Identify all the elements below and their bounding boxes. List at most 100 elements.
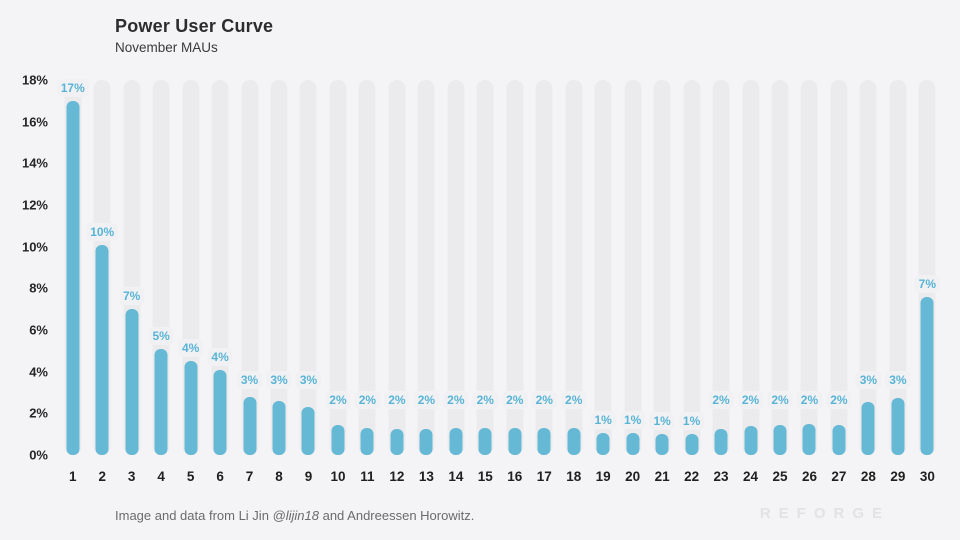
bar-track: [653, 80, 671, 455]
x-axis-tick: 26: [801, 469, 817, 484]
bar-value-label: 2%: [354, 391, 381, 410]
x-axis-tick: 13: [418, 469, 434, 484]
bar-track: [358, 80, 376, 455]
bar-column: 5% 4: [146, 80, 175, 484]
bar-value-label: 3%: [885, 370, 911, 389]
x-axis-tick: 3: [127, 469, 136, 484]
credit-handle: @lijin18: [272, 508, 319, 523]
bar: [478, 427, 492, 455]
x-axis-tick: 24: [743, 469, 759, 484]
bar-value-label: 2%: [561, 391, 587, 410]
credit-line: Image and data from Li Jin @lijin18 and …: [115, 508, 474, 523]
bar-value-label: 1%: [678, 412, 705, 431]
bar-track: [683, 80, 701, 455]
chart-subtitle: November MAUs: [115, 40, 218, 55]
bar: [331, 424, 345, 455]
bar: [773, 424, 787, 455]
bar: [596, 433, 610, 455]
bar-value-label: 3%: [855, 370, 882, 389]
bar-track: [329, 80, 347, 455]
y-axis-tick: 10%: [21, 239, 48, 255]
bar-value-label: 2%: [443, 391, 469, 410]
x-axis-tick: 23: [713, 469, 729, 484]
bar: [685, 434, 699, 455]
x-axis-tick: 17: [536, 469, 552, 484]
bar-column: 2% 11: [353, 80, 382, 484]
bar: [449, 427, 463, 455]
bar-column: 3% 28: [854, 80, 883, 484]
bar-column: 2% 17: [530, 80, 559, 484]
bar-track: [270, 80, 288, 455]
bar-track: [241, 80, 259, 455]
bar-value-label: 2%: [502, 391, 528, 410]
bar-column: 2% 26: [795, 80, 824, 484]
bar: [714, 428, 728, 455]
bar-value-label: 2%: [413, 391, 440, 410]
bar-column: 7% 3: [117, 80, 146, 484]
x-axis-tick: 10: [330, 469, 346, 484]
bar: [184, 361, 198, 455]
bar-column: 2% 23: [706, 80, 735, 484]
bar-value-label: 1%: [590, 411, 616, 430]
bar-track: [889, 80, 907, 455]
bar-column: 1% 19: [588, 80, 617, 484]
bar: [744, 425, 758, 455]
bar: [861, 401, 875, 455]
bar-column: 2% 27: [824, 80, 853, 484]
x-axis-tick: 28: [860, 469, 876, 484]
bar-column: 2% 10: [323, 80, 352, 484]
chart-title: Power User Curve: [115, 16, 274, 36]
bar: [125, 309, 139, 455]
bar-column: 1% 21: [647, 80, 676, 484]
bar: [508, 427, 522, 455]
bar-track: [742, 80, 760, 455]
bar: [360, 427, 374, 455]
bar-value-label: 4%: [177, 339, 204, 358]
bar-column: 2% 24: [736, 80, 765, 484]
bar-track: [859, 80, 877, 455]
x-axis-tick: 22: [684, 469, 700, 484]
bar-column: 4% 5: [176, 80, 205, 484]
bar-track: [417, 80, 435, 455]
x-axis-tick: 1: [68, 469, 77, 484]
bar: [891, 397, 905, 455]
credit-suffix: and Andreessen Horowitz.: [318, 508, 475, 523]
bar: [832, 424, 846, 455]
x-axis-tick: 21: [654, 469, 670, 484]
x-axis-tick: 2: [98, 469, 106, 484]
bar-value-label: 7%: [914, 274, 940, 293]
credit-prefix: Image and data from Li Jin: [115, 508, 273, 523]
x-axis-tick: 8: [275, 469, 283, 484]
bar-value-label: 2%: [384, 391, 410, 410]
bar-value-label: 1%: [649, 412, 675, 431]
bar-column: 2% 15: [471, 80, 500, 484]
bar-value-label: 3%: [295, 370, 322, 389]
bar-track: [624, 80, 642, 455]
bar-track: [771, 80, 789, 455]
bar-track: [594, 80, 612, 455]
bar-track: [800, 80, 818, 455]
y-axis-tick: 18%: [21, 72, 48, 88]
x-axis-tick: 6: [216, 469, 224, 484]
bar-value-label: 2%: [796, 391, 823, 410]
bar-track: [535, 80, 553, 455]
bar-column: 7% 30: [913, 80, 942, 484]
bar: [626, 433, 640, 455]
bar-value-label: 2%: [767, 391, 793, 410]
bar-column: 2% 13: [412, 80, 441, 484]
x-axis-tick: 20: [625, 469, 641, 484]
y-axis-tick: 14%: [21, 155, 48, 171]
y-axis-tick: 8%: [29, 280, 48, 296]
x-axis-tick: 14: [448, 469, 464, 484]
bar: [95, 244, 109, 455]
bar-value-label: 2%: [531, 391, 557, 410]
title-block: Power User Curve November MAUs: [115, 16, 273, 55]
x-axis-tick: 30: [919, 469, 935, 484]
x-axis-tick: 11: [360, 469, 375, 484]
bar: [419, 428, 433, 455]
bar: [272, 400, 286, 455]
bar-value-label: 2%: [325, 391, 351, 410]
bar-column: 2% 14: [441, 80, 470, 484]
bar-track: [299, 80, 317, 455]
bar-value-label: 2%: [826, 391, 852, 410]
